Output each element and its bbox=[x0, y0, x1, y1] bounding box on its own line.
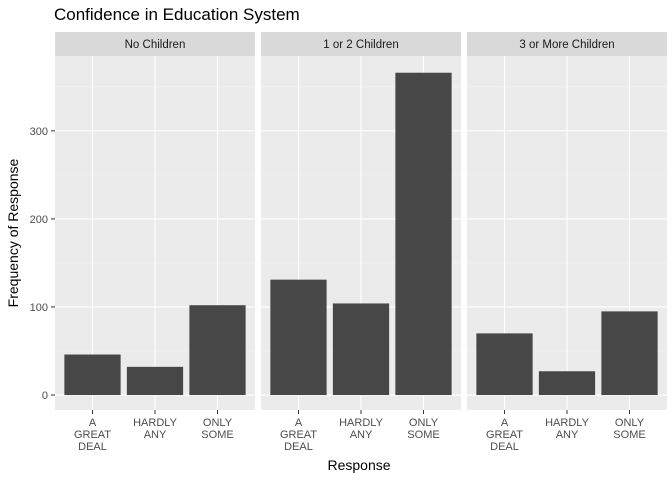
y-tick-label: 200 bbox=[30, 214, 48, 226]
x-tick-label: ONLY SOME bbox=[407, 417, 439, 441]
bar bbox=[601, 311, 658, 396]
x-axis-title: Response bbox=[327, 457, 390, 473]
x-tick-label: ONLY SOME bbox=[613, 417, 645, 441]
y-tick-label: 300 bbox=[30, 126, 48, 138]
bar bbox=[332, 303, 390, 396]
facet-strip bbox=[261, 32, 461, 56]
bar bbox=[64, 354, 121, 396]
facet-strip-label: No Children bbox=[125, 39, 186, 51]
facet-strip bbox=[55, 32, 255, 56]
facet-panel: No Children A GREAT DEAL HARDLY ANY ONLY SOME bbox=[55, 32, 255, 453]
y-tick-label: 0 bbox=[42, 390, 48, 402]
bar bbox=[126, 366, 184, 396]
x-tick-label: HARDLY ANY bbox=[133, 417, 177, 441]
y-tick-label: 100 bbox=[30, 302, 48, 314]
bar bbox=[538, 371, 596, 396]
x-tick-label: HARDLY ANY bbox=[545, 417, 589, 441]
bar bbox=[476, 333, 533, 396]
facet-panel: 3 or More Children A GREAT DEAL HARDLY ANY ONL… bbox=[467, 32, 667, 453]
y-axis: 0 100 200 300 bbox=[30, 126, 55, 402]
bar bbox=[270, 279, 327, 396]
x-tick-label: A GREAT DEAL bbox=[74, 417, 111, 453]
x-tick-label: HARDLY ANY bbox=[339, 417, 383, 441]
facet-panel: 1 or 2 Children A GREAT DEAL HARDLY ANY ONLY SO… bbox=[261, 32, 461, 453]
bar bbox=[395, 72, 452, 396]
bar bbox=[189, 305, 246, 396]
x-tick-label: A GREAT DEAL bbox=[486, 417, 523, 453]
facet-strip-label: 3 or More Children bbox=[519, 39, 614, 51]
x-tick-label: ONLY SOME bbox=[201, 417, 233, 441]
facet-strip bbox=[467, 32, 667, 56]
chart-title: Confidence in Education System bbox=[54, 5, 300, 24]
y-axis-title: Frequency of Response bbox=[5, 158, 21, 307]
facet-strip-label: 1 or 2 Children bbox=[323, 39, 398, 51]
x-tick-label: A GREAT DEAL bbox=[280, 417, 317, 453]
